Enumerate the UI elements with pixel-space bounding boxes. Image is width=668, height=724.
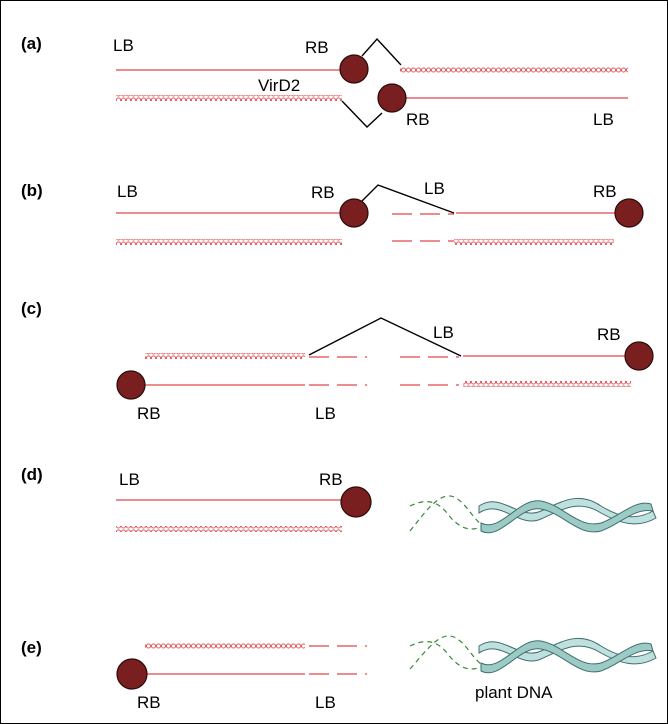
panel-a-label: (a) bbox=[21, 34, 42, 53]
single-strand-beaded-left bbox=[145, 353, 305, 359]
single-strand-beaded-left bbox=[116, 239, 342, 245]
virD2-label: VirD2 bbox=[258, 76, 300, 95]
panel-a-left-border-label-right: LB bbox=[593, 110, 614, 129]
panel-b-right-border-label: RB bbox=[311, 183, 335, 202]
single-strand-beaded-top-right bbox=[400, 67, 628, 73]
nick-loop-bottom bbox=[341, 100, 383, 128]
plant-dna-strand-dashes-1 bbox=[409, 495, 488, 532]
single-strand-beaded-bottom-right bbox=[463, 381, 631, 387]
plant-dna-strand-dashes-2 bbox=[409, 501, 486, 530]
panel-a-right-border-label-top: RB bbox=[305, 38, 329, 57]
panel-b-left-border-label: LB bbox=[117, 182, 138, 201]
single-strand-beaded-bottom-left bbox=[116, 95, 342, 101]
panel-c-label: (c) bbox=[21, 299, 42, 318]
panel-c-left-border-label-top: LB bbox=[433, 323, 454, 342]
plant-dna-helix-e bbox=[409, 635, 657, 674]
displaced-strand-loop bbox=[361, 184, 455, 214]
virD2-protein bbox=[116, 658, 148, 690]
plant-dna-label: plant DNA bbox=[475, 683, 553, 702]
helix-ribbon-back bbox=[480, 500, 654, 534]
virD2-protein-top bbox=[339, 54, 369, 84]
plant-dna-strand-dashes-1 bbox=[409, 635, 488, 670]
panel-e-right-border-label: RB bbox=[137, 693, 161, 712]
nick-loop-top bbox=[361, 37, 402, 66]
virD2-protein-left bbox=[339, 198, 369, 228]
panel-b: (b) LB RB LB RB bbox=[21, 179, 644, 245]
panel-d-right-border-label: RB bbox=[319, 470, 343, 489]
panel-b-label: (b) bbox=[21, 181, 43, 200]
panel-d-left-border-label: LB bbox=[119, 470, 140, 489]
panel-e-label: (e) bbox=[21, 638, 42, 657]
panel-e-left-border-label: LB bbox=[315, 693, 336, 712]
panel-b-right-border-label-far: RB bbox=[593, 182, 617, 201]
virD2-protein-bottom bbox=[377, 83, 407, 113]
displaced-strand-loop bbox=[308, 317, 462, 357]
helix-ribbon-back bbox=[480, 640, 654, 674]
panel-d: (d) LB RB bbox=[21, 465, 657, 534]
panel-e: (e) RB LB plant DNA bbox=[21, 635, 657, 712]
panel-c-right-border-label-top: RB bbox=[597, 325, 621, 344]
panel-b-left-border-label-mid: LB bbox=[424, 179, 445, 198]
plant-dna-helix-d bbox=[409, 495, 657, 534]
virD2-protein bbox=[340, 486, 372, 518]
single-strand-beaded bbox=[145, 643, 305, 649]
panel-a: (a) LB RB VirD2 RB LB bbox=[21, 34, 628, 129]
virD2-protein-left bbox=[116, 370, 146, 400]
panel-c-left-border-label-bottom: LB bbox=[315, 404, 336, 423]
panel-a-left-border-label: LB bbox=[113, 36, 134, 55]
panel-c-right-border-label-bottom: RB bbox=[137, 404, 161, 423]
panel-d-label: (d) bbox=[21, 465, 43, 484]
panel-a-right-border-label-bottom: RB bbox=[406, 110, 430, 129]
virD2-protein-right bbox=[614, 198, 644, 228]
plant-dna-strand-dashes-2 bbox=[409, 641, 486, 670]
single-strand-beaded bbox=[116, 526, 342, 532]
single-strand-beaded-right bbox=[454, 239, 614, 245]
panel-c: (c) LB RB RB LB bbox=[21, 299, 654, 423]
virD2-protein-right bbox=[624, 341, 654, 371]
